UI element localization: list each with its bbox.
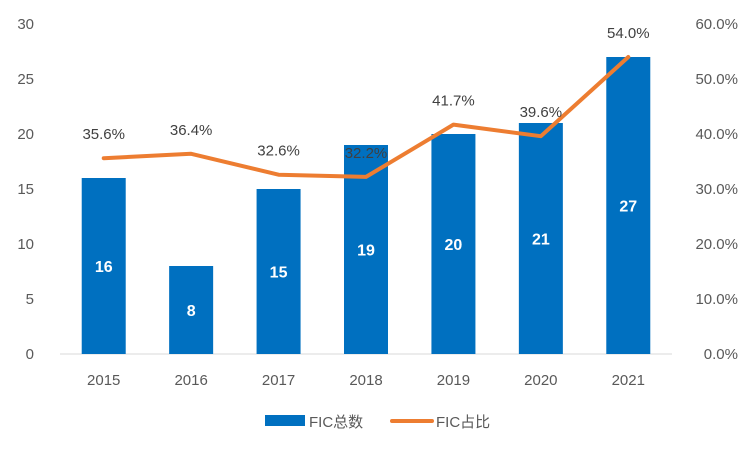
- y-right-tick-label: 50.0%: [695, 71, 738, 88]
- line-point: [365, 176, 367, 178]
- line-point: [627, 56, 629, 58]
- line-point: [278, 174, 280, 176]
- y-right-tick-label: 30.0%: [695, 181, 738, 198]
- line-point: [103, 157, 105, 159]
- y-left-tick-label: 25: [17, 71, 34, 88]
- y-left-tick-label: 20: [17, 126, 34, 143]
- legend-swatch-bar: [265, 415, 305, 426]
- bar: [344, 145, 388, 354]
- bar-data-label: 20: [445, 237, 463, 254]
- line-data-label: 36.4%: [170, 122, 213, 139]
- bar-data-label: 15: [270, 265, 288, 282]
- bar-labels-layer: 16 8 15 19 20 21 27: [95, 199, 637, 321]
- line-data-label: 39.6%: [520, 104, 563, 121]
- bar: [518, 123, 563, 354]
- x-tick-label: 2018: [349, 372, 382, 389]
- bar-data-label: 19: [357, 243, 375, 260]
- y-left-tick-label: 15: [17, 181, 34, 198]
- line-data-label: 41.7%: [432, 93, 475, 110]
- bar-data-label: 16: [95, 259, 113, 276]
- bar: [256, 189, 301, 354]
- x-tick-label: 2016: [174, 372, 207, 389]
- bar-data-label: 27: [619, 199, 637, 216]
- bar: [81, 178, 126, 354]
- line-point: [452, 124, 454, 126]
- x-tick-label: 2017: [262, 372, 295, 389]
- x-tick-label: 2015: [87, 372, 120, 389]
- legend: FIC总数 FIC占比: [265, 414, 490, 431]
- bar-data-label: 21: [532, 232, 550, 249]
- axes-layer: 0 5 10 15 20 25 30 0.0% 10.0% 20.0% 30.0% 40.0% 50.0…: [17, 16, 738, 389]
- x-tick-label: 2020: [524, 372, 557, 389]
- legend-label-bar: FIC总数: [309, 414, 363, 431]
- y-right-tick-label: 10.0%: [695, 291, 738, 308]
- y-left-tick-label: 10: [17, 236, 34, 253]
- line-data-label: 35.6%: [82, 126, 125, 143]
- line-data-label: 32.2%: [345, 145, 388, 162]
- y-left-tick-label: 5: [26, 291, 34, 308]
- legend-label-line: FIC占比: [436, 414, 490, 431]
- bar: [169, 266, 214, 354]
- x-tick-label: 2021: [612, 372, 645, 389]
- y-right-tick-label: 20.0%: [695, 236, 738, 253]
- line-data-label: 54.0%: [607, 25, 650, 42]
- y-right-tick-label: 0.0%: [704, 346, 738, 363]
- line-layer: [101, 55, 631, 179]
- line-labels-layer: 35.6% 36.4% 32.6% 32.2% 41.7% 39.6% 54.0%: [82, 25, 649, 162]
- bar-data-label: 8: [187, 303, 196, 320]
- bars-layer: [81, 57, 651, 354]
- y-right-tick-label: 40.0%: [695, 126, 738, 143]
- y-left-tick-label: 30: [17, 16, 34, 33]
- x-tick-label: 2019: [437, 372, 470, 389]
- bar: [431, 134, 476, 354]
- y-right-tick-label: 60.0%: [695, 16, 738, 33]
- line-data-label: 32.6%: [257, 143, 300, 160]
- bar: [606, 57, 651, 354]
- y-left-tick-label: 0: [26, 346, 34, 363]
- line-point: [540, 135, 542, 137]
- line-point: [190, 153, 192, 155]
